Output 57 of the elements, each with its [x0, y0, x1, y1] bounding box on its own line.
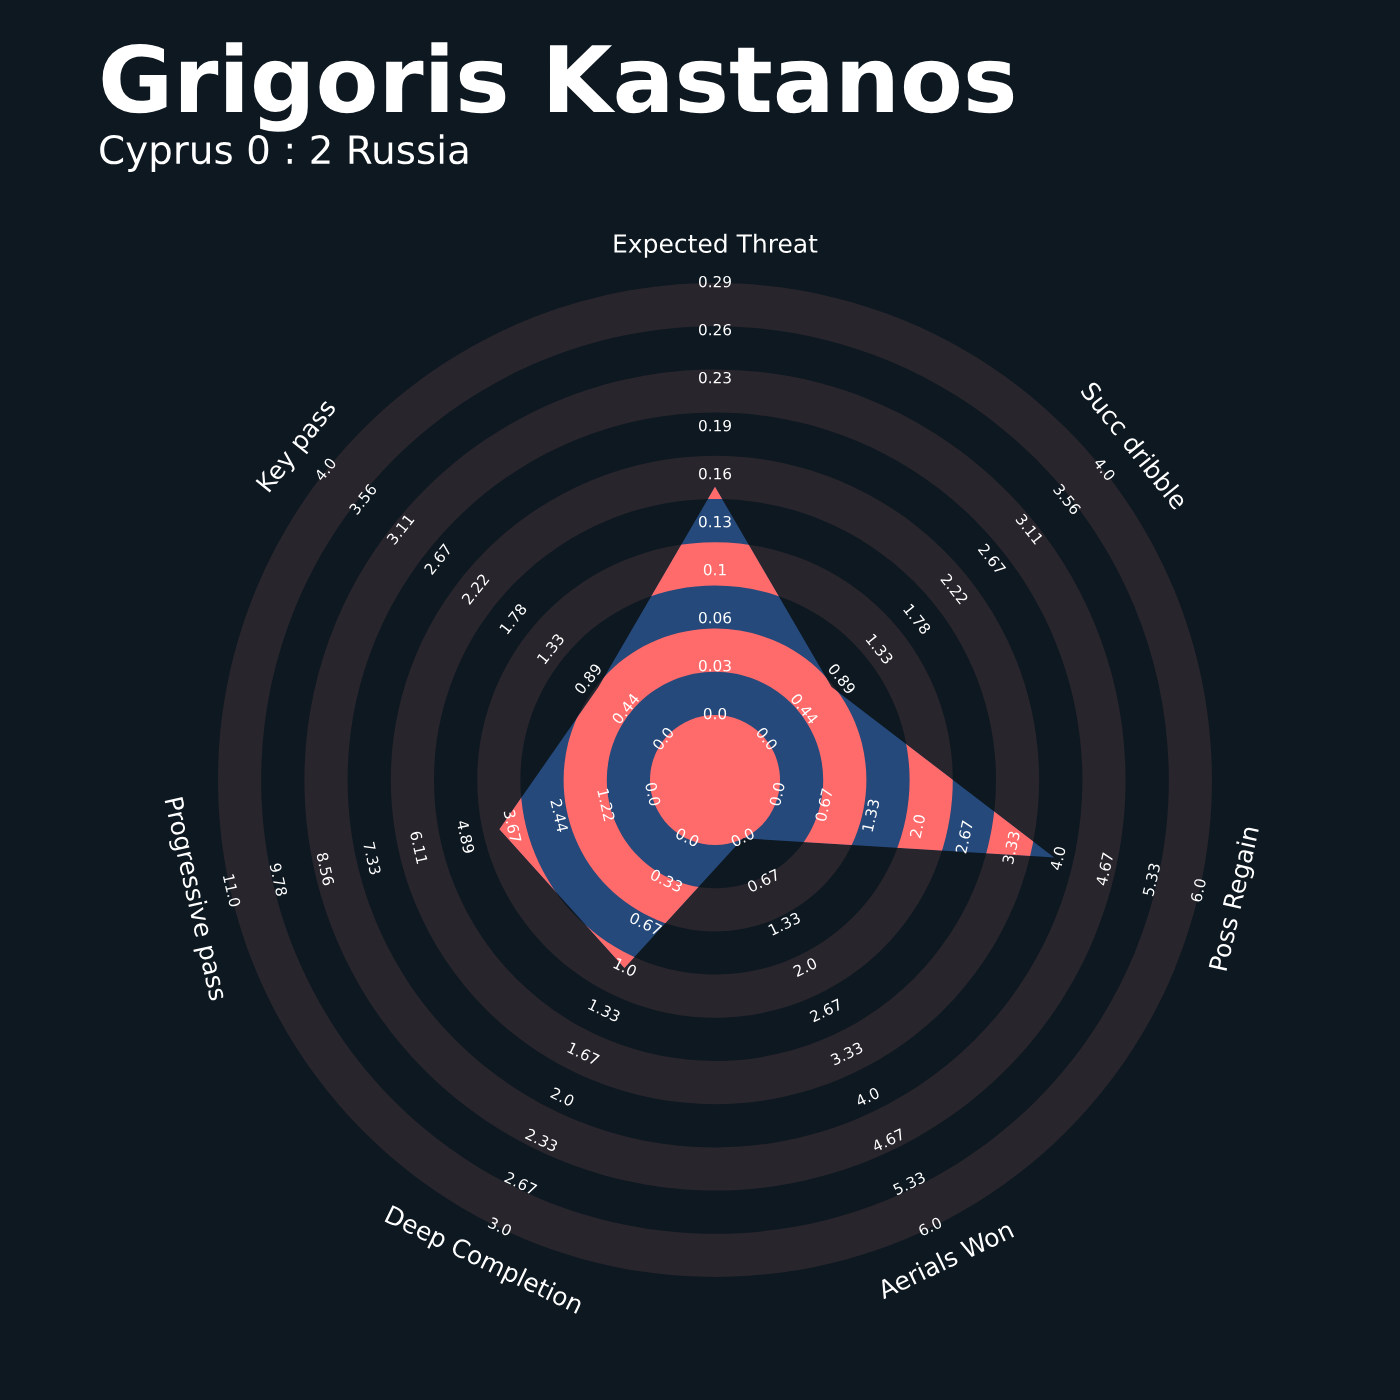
- text: 2.44: [550, 798, 569, 833]
- text: 2.67: [503, 1171, 538, 1196]
- text: 4.67: [1095, 852, 1114, 887]
- text: 1.0: [612, 957, 638, 978]
- text: 5.33: [1142, 862, 1161, 897]
- text: 0.23: [699, 371, 731, 384]
- text: 3.67: [503, 809, 522, 843]
- text: 2.0: [909, 814, 926, 839]
- spoke-label: Poss Regain: [1208, 825, 1264, 972]
- text: 6.11: [409, 830, 429, 865]
- text: 7.33: [363, 841, 382, 875]
- text: 0.0: [755, 726, 779, 751]
- text: 6.0: [1190, 878, 1207, 903]
- text: 3.33: [1001, 830, 1021, 865]
- text: 6.0: [917, 1216, 943, 1237]
- text: 11.0: [222, 874, 241, 908]
- text: 4.0: [313, 456, 337, 482]
- text: 9.78: [269, 862, 288, 897]
- text: 0.0: [730, 827, 756, 848]
- text: 0.67: [746, 868, 781, 893]
- text: 0.19: [699, 419, 731, 432]
- text: 0.0: [674, 827, 700, 848]
- text: 4.0: [1093, 456, 1117, 482]
- text: 2.67: [955, 820, 974, 854]
- text: 1.67: [566, 1041, 600, 1066]
- text: 2.67: [809, 998, 843, 1023]
- text: 2.0: [549, 1086, 575, 1107]
- text: 0.06: [699, 611, 732, 624]
- text: 0.13: [699, 515, 731, 528]
- text: 4.67: [871, 1128, 906, 1153]
- text: 0.03: [699, 659, 731, 672]
- text: 2.0: [792, 957, 818, 978]
- text: 1.33: [767, 911, 801, 936]
- text: 0.26: [699, 323, 732, 336]
- text: 4.0: [854, 1086, 881, 1107]
- text: 0.0: [768, 782, 786, 807]
- spoke-label: Expected Threat: [614, 233, 818, 258]
- text: 2.33: [524, 1127, 559, 1153]
- text: 0.67: [628, 911, 663, 936]
- text: 4.89: [456, 819, 475, 854]
- text: 0.0: [644, 782, 662, 807]
- text: 0.1: [703, 563, 726, 576]
- text: 5.33: [892, 1171, 926, 1196]
- text: 0.33: [649, 868, 684, 893]
- chart-title: Grigoris Kastanos: [102, 42, 1014, 132]
- text: 3.0: [487, 1216, 513, 1237]
- text: 4.0: [1049, 846, 1066, 871]
- text: 0.0: [651, 726, 675, 751]
- text: 1.33: [587, 998, 621, 1023]
- text: 0.67: [814, 788, 833, 822]
- text: 1.33: [861, 798, 880, 832]
- text: 0.16: [699, 467, 732, 480]
- text: 1.22: [597, 788, 616, 822]
- text: 3.33: [829, 1041, 864, 1066]
- text: 8.56: [316, 852, 335, 886]
- text: 0.29: [699, 275, 731, 288]
- chart-subtitle: Cyprus 0 : 2 Russia: [100, 134, 468, 172]
